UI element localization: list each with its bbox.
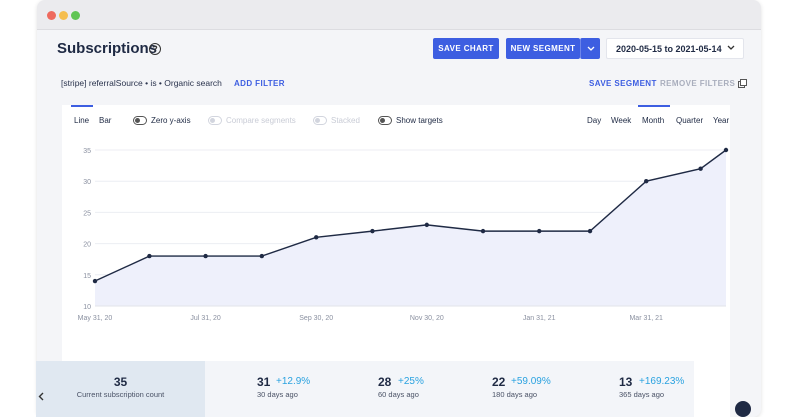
y-tick-label: 25 (83, 210, 91, 217)
x-tick-label: Mar 31, 21 (629, 315, 663, 322)
period-day[interactable]: Day (587, 116, 602, 125)
data-point (147, 253, 152, 259)
stat-delta: +169.23% (639, 376, 685, 387)
show-targets-toggle[interactable] (378, 116, 392, 125)
chart-type-bar[interactable]: Bar (99, 116, 112, 125)
date-range-value: 2020-05-15 to 2021-05-14 (616, 43, 722, 54)
stats-row: 35 Current subscription count 31 +12.9% … (36, 361, 694, 417)
active-filter-chip[interactable]: [stripe] referralSource • is • Organic s… (61, 78, 222, 88)
x-tick-label: Sep 30, 20 (299, 315, 333, 322)
data-point (370, 228, 375, 234)
period-indicator (638, 105, 670, 107)
chart-type-line[interactable]: Line (74, 116, 90, 125)
y-tick-label: 15 (83, 273, 91, 280)
period-month[interactable]: Month (642, 116, 665, 125)
period-quarter[interactable]: Quarter (676, 116, 704, 125)
period-week[interactable]: Week (611, 116, 632, 125)
stat-delta: +59.09% (511, 376, 551, 387)
remove-filters-button[interactable]: REMOVE FILTERS (660, 79, 736, 88)
data-point (314, 235, 319, 240)
data-point (259, 253, 265, 259)
stat-label: 30 days ago (257, 390, 298, 399)
y-tick-label: 30 (83, 179, 91, 186)
stacked-label: Stacked (331, 116, 360, 125)
y-tick-label: 20 (83, 242, 91, 249)
page-header: Subscriptions ? (37, 30, 761, 70)
subscriptions-line-chart: 10 15 20 25 30 35 May 31, 20 Jul 31, 20 Sep 30, … (78, 147, 729, 322)
save-chart-button[interactable]: SAVE CHART (433, 38, 499, 59)
x-tick-label: Jul 31, 20 (190, 315, 220, 322)
chat-widget-button[interactable] (735, 401, 751, 417)
zero-y-axis-toggle[interactable] (133, 116, 147, 125)
stat-label: 365 days ago (619, 390, 665, 399)
x-tick-label: May 31, 20 (78, 315, 113, 322)
data-point (480, 228, 486, 234)
stacked-toggle (313, 116, 327, 125)
maximize-window-button[interactable] (71, 11, 80, 20)
y-tick-label: 35 (83, 148, 91, 155)
compare-segments-label: Compare segments (226, 116, 296, 125)
y-tick-label: 10 (83, 304, 91, 311)
data-point (644, 179, 649, 184)
show-targets-label: Show targets (396, 116, 443, 125)
period-year[interactable]: Year (713, 116, 730, 125)
stat-value: 31 (257, 375, 271, 389)
add-filter-button[interactable]: ADD FILTER (234, 79, 285, 88)
x-tick-label: Jan 31, 21 (523, 315, 556, 322)
close-window-button[interactable] (47, 11, 56, 20)
help-icon[interactable]: ? (149, 43, 161, 55)
save-segment-button[interactable]: SAVE SEGMENT (589, 79, 657, 88)
chevron-down-icon (727, 44, 735, 53)
date-range-select[interactable]: 2020-05-15 to 2021-05-14 (606, 38, 744, 59)
new-segment-dropdown-button[interactable] (580, 38, 600, 59)
stat-delta: +12.9% (276, 376, 311, 387)
x-tick-label: Nov 30, 20 (410, 315, 444, 322)
stat-value: 22 (492, 375, 506, 389)
stat-value: 28 (378, 375, 392, 389)
current-stat-value: 35 (113, 375, 128, 389)
data-point (92, 278, 98, 284)
chart-type-indicator (71, 105, 93, 107)
chevron-left-icon[interactable] (38, 392, 44, 404)
data-point (587, 228, 593, 234)
data-point (537, 228, 542, 234)
series-area (95, 150, 726, 306)
compare-segments-toggle (208, 116, 222, 125)
stat-label: 60 days ago (378, 390, 419, 399)
title-bar (37, 0, 761, 30)
filter-bar: [stripe] referralSource • is • Organic s… (37, 73, 761, 95)
zero-y-axis-label: Zero y-axis (151, 116, 191, 125)
data-point (424, 222, 430, 228)
current-stat: 35 Current subscription count (36, 361, 205, 417)
copy-icon[interactable] (738, 79, 747, 88)
new-segment-button[interactable]: NEW SEGMENT (506, 38, 580, 59)
current-stat-label: Current subscription count (76, 390, 165, 399)
stat-value: 13 (619, 375, 633, 389)
page-title: Subscriptions (57, 40, 158, 57)
data-point (203, 253, 208, 259)
data-point (698, 166, 703, 171)
stat-label: 180 days ago (492, 390, 538, 399)
stat-delta: +25% (398, 376, 424, 387)
data-point (723, 147, 729, 153)
minimize-window-button[interactable] (59, 11, 68, 20)
chevron-down-icon (587, 46, 594, 51)
